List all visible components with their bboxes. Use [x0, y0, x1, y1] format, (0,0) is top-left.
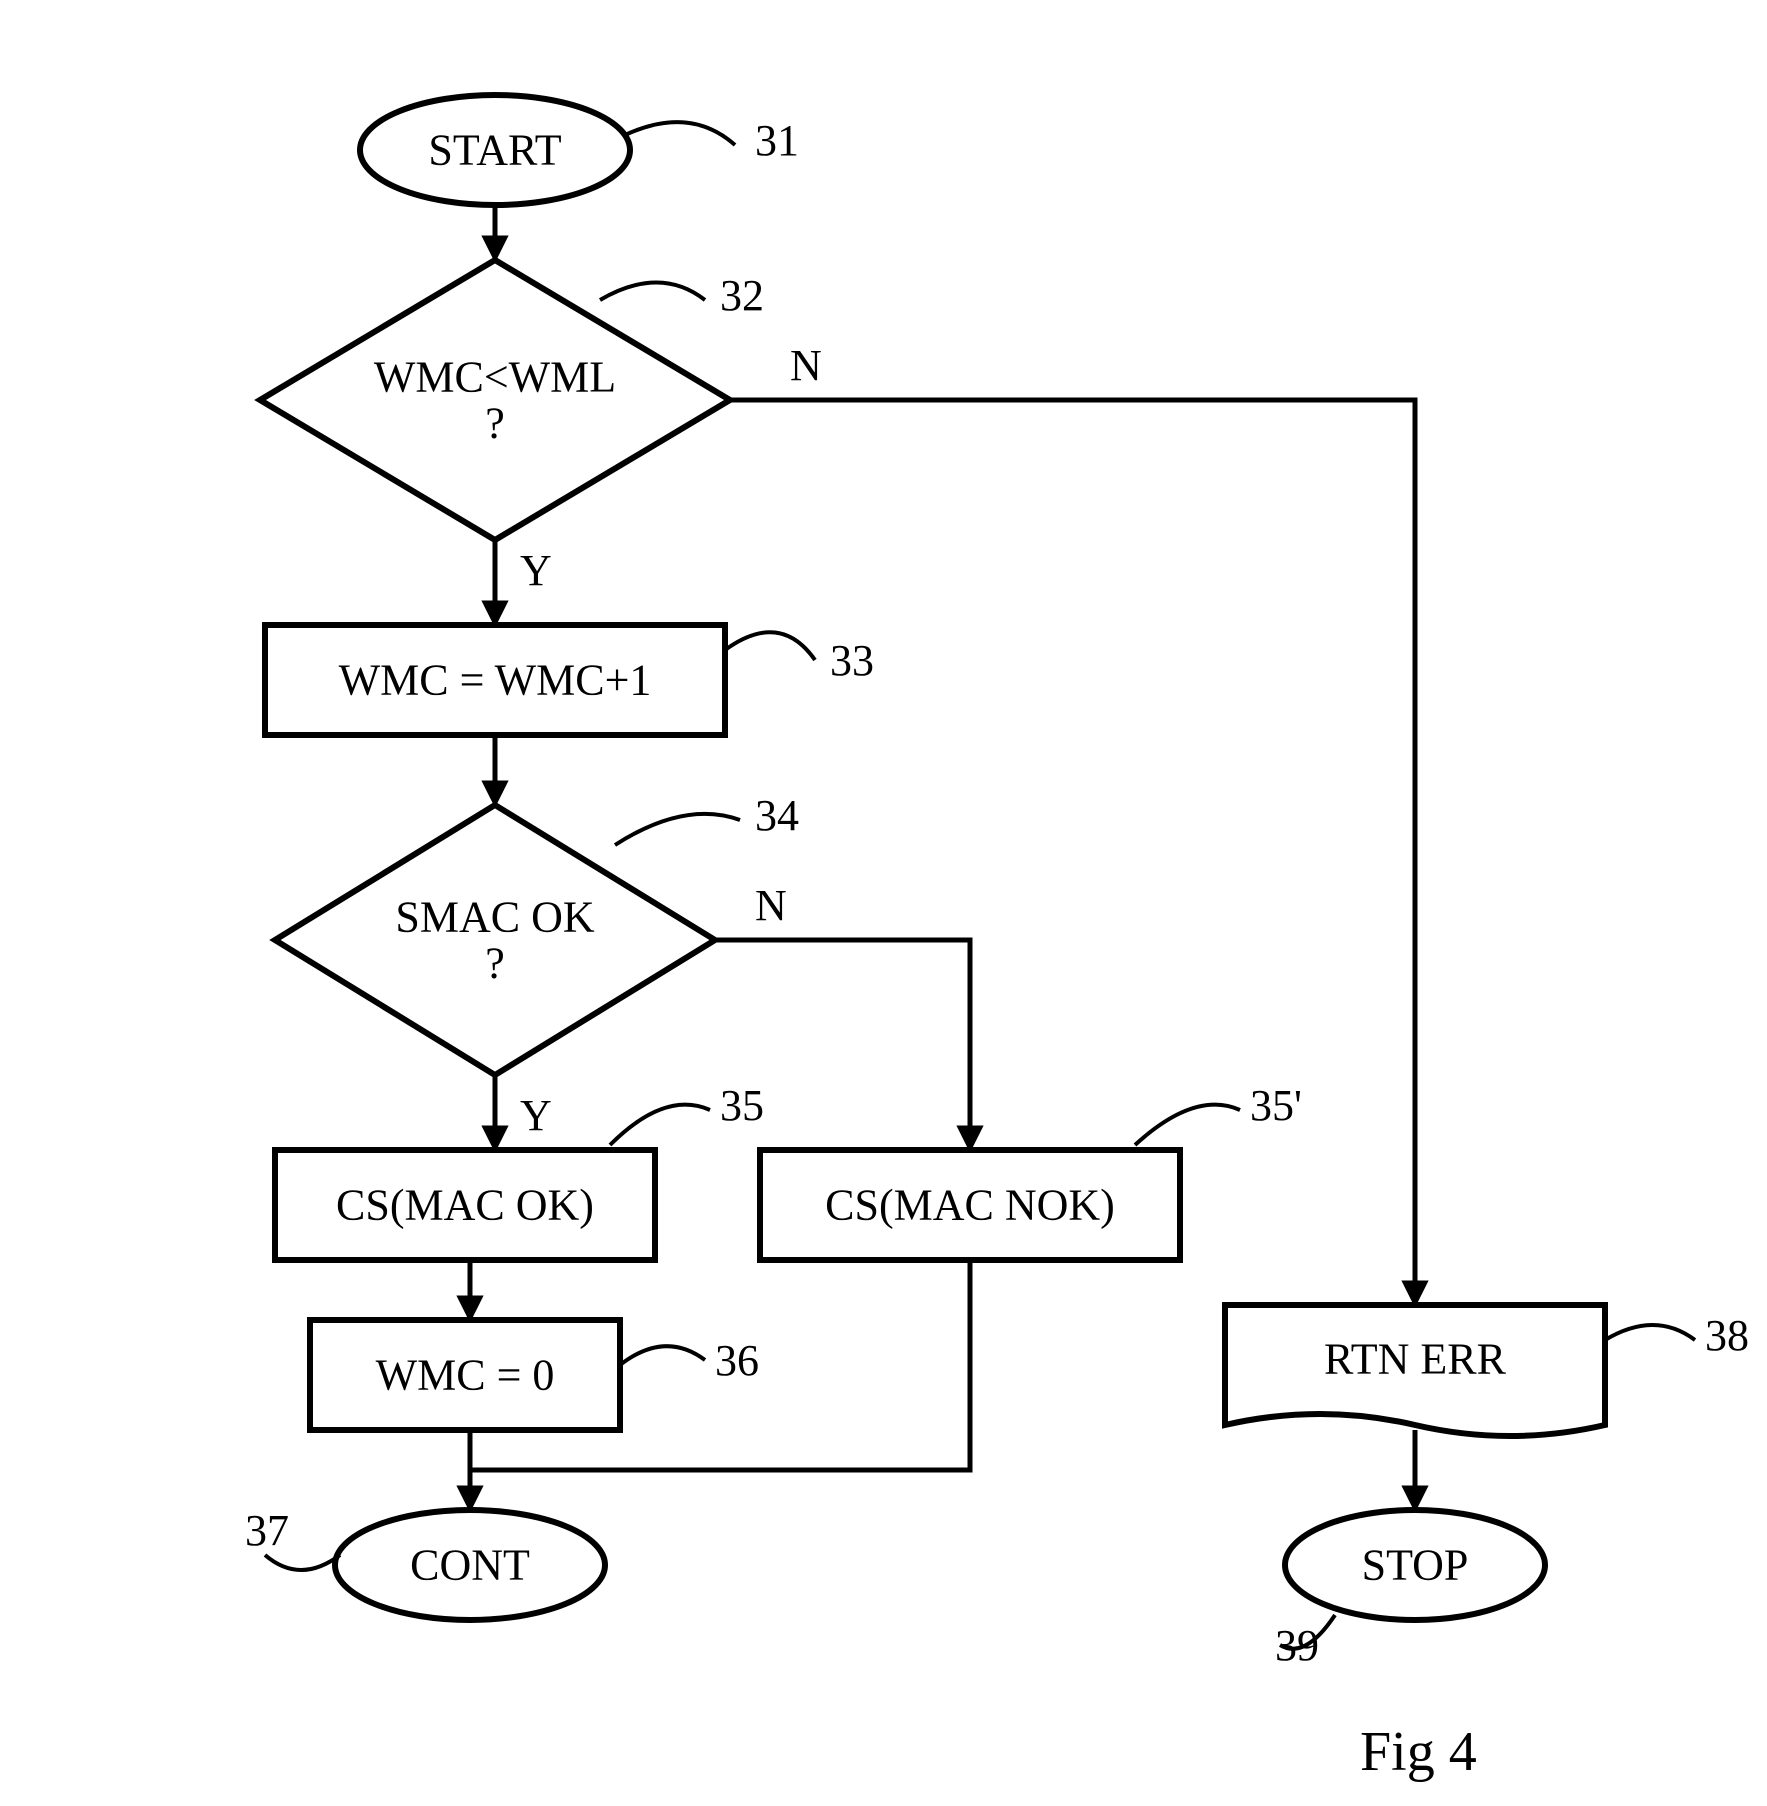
callout-39: 39: [1275, 1621, 1319, 1670]
node-label: WMC = WMC+1: [339, 656, 652, 705]
callout-leader: [620, 1346, 705, 1365]
node-34: SMAC OK?: [275, 805, 715, 1075]
callout-leader: [625, 122, 735, 145]
callout-33: 33: [830, 636, 874, 685]
callout-35p: 35': [1250, 1081, 1302, 1130]
callout-32: 32: [720, 271, 764, 320]
node-39: STOP: [1285, 1510, 1545, 1620]
callout-34: 34: [755, 791, 799, 840]
callout-31: 31: [755, 116, 799, 165]
edge-label: Y: [520, 1091, 552, 1140]
node-32: WMC<WML?: [260, 260, 730, 540]
node-label: CS(MAC NOK): [825, 1181, 1115, 1230]
nodes-layer: START WMC<WML? WMC = WMC+1 SMAC OK? CS(MAC O…: [260, 95, 1605, 1620]
callout-leader: [1605, 1325, 1695, 1340]
node-38: RTN ERR: [1225, 1305, 1605, 1436]
node-37: CONT: [335, 1510, 605, 1620]
node-label: ?: [485, 399, 505, 448]
edge-label: N: [755, 881, 787, 930]
callout-36: 36: [715, 1336, 759, 1385]
callout-leader: [1135, 1105, 1240, 1145]
edge-label: N: [790, 341, 822, 390]
figure-label: Fig 4: [1360, 1721, 1477, 1783]
node-label: WMC<WML: [374, 352, 616, 401]
node-36: WMC = 0: [310, 1320, 620, 1430]
callout-leader: [265, 1555, 340, 1570]
callout-35: 35: [720, 1081, 764, 1130]
callout-leader: [600, 283, 705, 301]
node-label: CONT: [410, 1541, 530, 1590]
node-label: RTN ERR: [1324, 1335, 1507, 1384]
callout-leader: [610, 1105, 710, 1145]
node-label: START: [428, 126, 561, 175]
callout-leader: [615, 814, 740, 845]
callout-leader: [725, 632, 815, 660]
node-label: STOP: [1362, 1541, 1469, 1590]
edge-label: Y: [520, 546, 552, 595]
node-label: CS(MAC OK): [336, 1181, 594, 1230]
node-35p: CS(MAC NOK): [760, 1150, 1180, 1260]
node-label: ?: [485, 939, 505, 988]
node-label: WMC = 0: [376, 1351, 555, 1400]
node-label: SMAC OK: [395, 892, 594, 941]
callout-37: 37: [245, 1506, 289, 1555]
node-33: WMC = WMC+1: [265, 625, 725, 735]
callout-38: 38: [1705, 1311, 1749, 1360]
node-35: CS(MAC OK): [275, 1150, 655, 1260]
node-31: START: [360, 95, 630, 205]
